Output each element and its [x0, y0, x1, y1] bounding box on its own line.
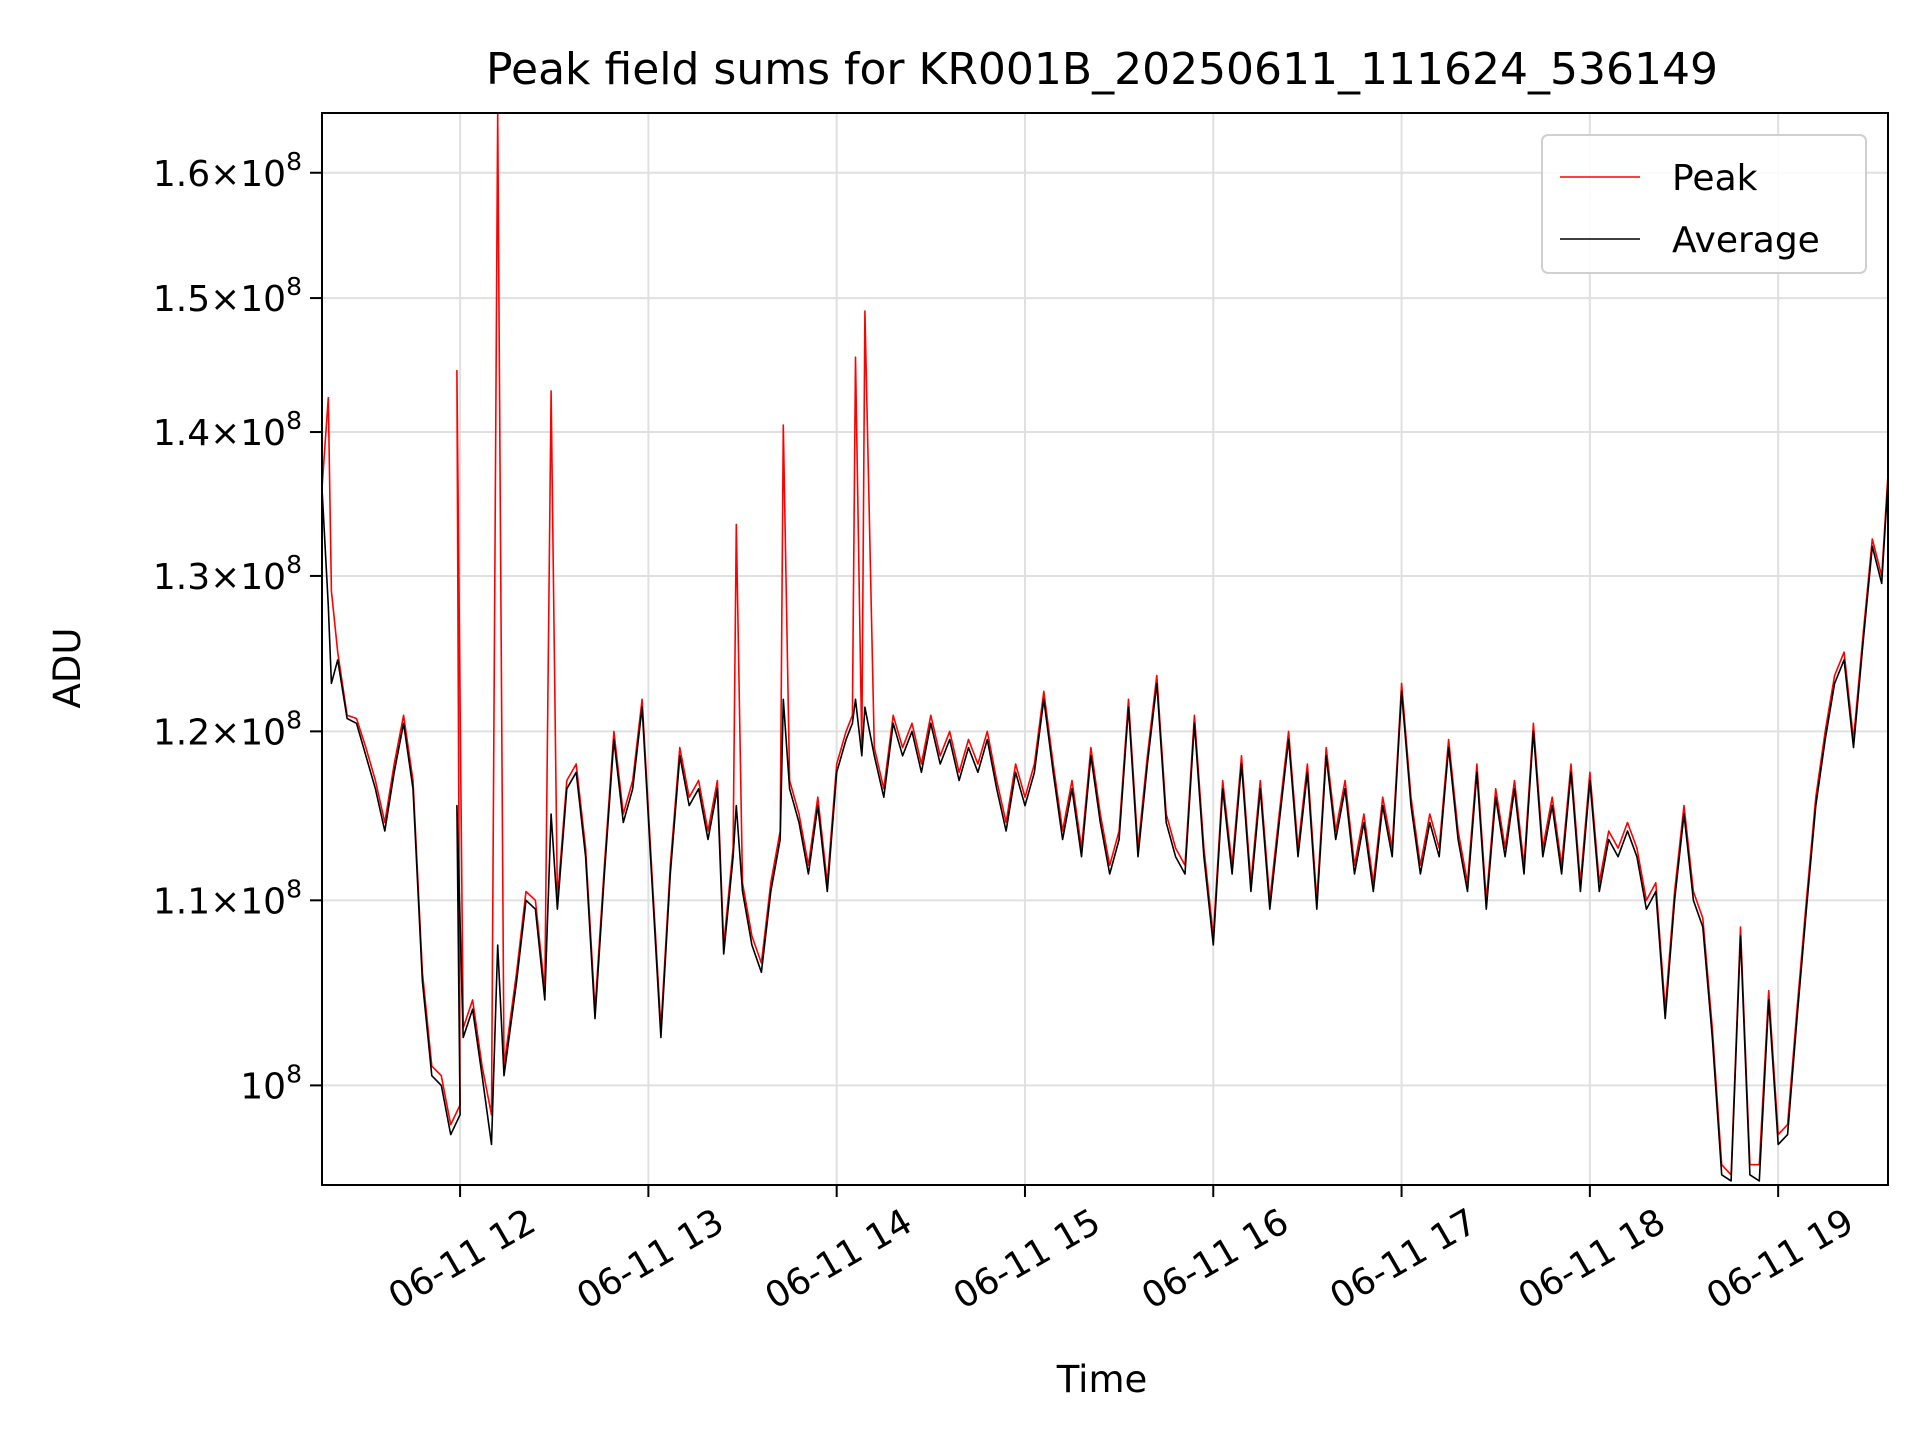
series-line-average: [322, 481, 1888, 1182]
grid: [322, 113, 1888, 1185]
y-tick-label: 1.5×108: [153, 272, 302, 320]
y-tick-label: 1.1×108: [153, 874, 302, 922]
y-tick-label: 1.3×108: [153, 550, 302, 598]
plot-lines: [322, 113, 1888, 1182]
legend-label-average: Average: [1672, 220, 1820, 261]
chart-title: Peak field sums for KR001B_20250611_1116…: [486, 44, 1718, 95]
y-tick-label: 1.6×108: [153, 147, 302, 195]
x-axis-label: Time: [1056, 1358, 1148, 1401]
legend-label-peak: Peak: [1672, 158, 1758, 199]
y-tick-label: 1.2×108: [153, 705, 302, 753]
y-axis: 108 1.1×108 1.2×108 1.3×108 1.4×108 1.5×108 1.…: [153, 147, 322, 1107]
y-tick-label: 1.4×108: [153, 406, 302, 454]
legend: Peak Average: [1541, 134, 1867, 274]
y-tick-label: 108: [240, 1059, 302, 1107]
axes-frame: [321, 112, 1889, 1186]
y-axis-label: ADU: [46, 628, 89, 709]
